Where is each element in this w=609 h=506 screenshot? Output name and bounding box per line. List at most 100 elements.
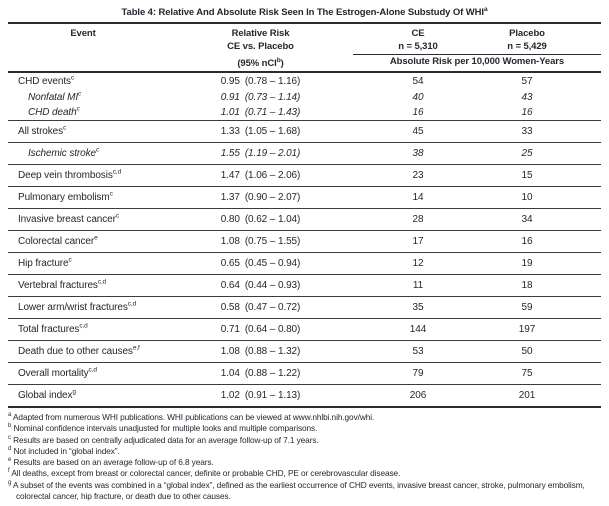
relative-risk-value: 0.64 [220,280,240,291]
event-superscript: c [115,212,120,220]
ci-header-suffix: ) [280,58,284,69]
footnote-marker: e [8,457,12,464]
ce-absolute-risk-value: 53 [412,346,424,357]
relative-risk-cell: 1.55 (1.19 – 2.01) [198,143,353,164]
event-cell: All strokesc [8,121,198,142]
footnote: g A subset of the events was combined in… [8,480,601,503]
relative-risk-value: 1.01 [220,107,240,118]
event-superscript: e,f [132,344,140,352]
ce-absolute-risk-value: 16 [412,107,424,118]
relative-risk-cell: 1.33 (1.05 – 1.68) [198,121,353,142]
ce-absolute-risk-value: 54 [412,76,424,87]
relative-risk-value: 0.58 [220,302,240,313]
confidence-interval-value: (0.78 – 1.16) [244,76,301,87]
ci-header-prefix: (95% nCI [237,58,277,69]
confidence-interval-value: (0.44 – 0.93) [244,280,301,291]
confidence-interval-value: (0.47 – 0.72) [244,302,301,313]
event-superscript: c [78,90,82,98]
event-label: Global index [18,390,73,401]
event-superscript: c,d [97,278,107,286]
column-header-relative-risk: Relative Risk CE vs. Placebo [198,24,353,53]
confidence-interval-value: (0.73 – 1.14) [244,92,301,103]
placebo-absolute-risk-value: 201 [518,390,536,401]
event-label: All strokes [18,126,64,137]
placebo-absolute-risk-value: 43 [521,92,533,103]
placebo-sample-size: n = 5,429 [507,41,547,52]
ce-absolute-risk-value: 11 [412,280,424,291]
table-title: Table 4: Relative And Absolute Risk Seen… [8,5,601,18]
placebo-absolute-risk-value: 33 [521,126,533,137]
confidence-interval-value: (0.62 – 1.04) [244,214,301,225]
event-cell: Deep vein thrombosisc,d [8,165,198,186]
ce-absolute-risk-value: 23 [412,170,424,181]
placebo-absolute-risk-value: 19 [521,258,533,269]
event-cell: CHD eventsc [8,73,198,91]
event-label: CHD death [28,107,77,118]
relative-risk-cell: 0.64 (0.44 – 0.93) [198,275,353,296]
event-cell: Nonfatal MIc [8,90,198,105]
footnote-marker: d [8,446,12,453]
ce-sample-size: n = 5,310 [398,41,438,52]
ci-header-superscript: b [276,56,281,64]
confidence-interval-value: (0.64 – 0.80) [244,324,301,335]
event-label: Total fractures [18,324,80,335]
relative-risk-value: 1.02 [220,390,240,401]
event-cell: CHD deathc [8,105,198,120]
footnote-marker: c [8,434,11,441]
table-row: CHD deathc 1.01 (0.71 – 1.43) 16 16 [8,105,601,120]
confidence-interval-value: (1.06 – 2.06) [244,170,301,181]
relative-risk-value: 1.47 [220,170,240,181]
event-cell: Invasive breast cancerc [8,209,198,230]
event-superscript: e [94,234,98,242]
placebo-label: Placebo [509,28,545,39]
footnote-text: Not included in “global index”. [13,445,120,456]
relative-risk-cell: 1.02 (0.91 – 1.13) [198,385,353,406]
table-row: CHD eventsc 0.95 (0.78 – 1.16) 54 57 [8,73,601,90]
footnote: d Not included in “global index”. [8,446,601,457]
table-header: Event Relative Risk CE vs. Placebo CE n … [8,24,601,73]
table-row: Pulmonary embolismc 1.37 (0.90 – 2.07) 14… [8,186,601,208]
confidence-interval-value: (1.05 – 1.68) [244,126,301,137]
relative-risk-value: 1.08 [220,346,240,357]
footnote-marker: b [8,423,12,430]
relative-risk-line1: Relative Risk [231,28,290,39]
event-superscript: c [68,256,72,264]
footnotes-section: a Adapted from numerous WHI publications… [8,412,601,502]
table-row: Death due to other causese,f 1.08 (0.88 –… [8,340,601,362]
event-label: Death due to other causes [18,346,133,357]
footnote-marker: g [8,480,12,487]
relative-risk-value: 0.65 [220,258,240,269]
placebo-absolute-risk-value: 34 [521,214,533,225]
relative-risk-cell: 1.47 (1.06 – 2.06) [198,165,353,186]
table-title-superscript: a [483,5,488,13]
ce-absolute-risk-value: 144 [409,324,427,335]
footnote-text: Nominal confidence intervals unadjusted … [13,423,318,434]
event-superscript: g [72,388,76,396]
placebo-absolute-risk-value: 75 [521,368,533,379]
event-label: Overall mortality [18,368,89,379]
placebo-absolute-risk-value: 25 [521,148,533,159]
table-row: Colorectal cancere 1.08 (0.75 – 1.55) 17 … [8,230,601,252]
confidence-interval-value: (0.90 – 2.07) [244,192,301,203]
ce-absolute-risk-value: 45 [412,126,424,137]
footnote-marker: a [8,412,12,419]
relative-risk-value: 0.80 [220,214,240,225]
event-cell: Colorectal cancere [8,231,198,252]
confidence-interval-value: (0.88 – 1.22) [244,368,301,379]
event-superscript: c [109,190,113,198]
relative-risk-value: 1.33 [220,126,240,137]
event-label: Hip fracture [18,258,69,269]
relative-risk-cell: 0.95 (0.78 – 1.16) [198,73,353,91]
relative-risk-cell: 1.04 (0.88 – 1.22) [198,363,353,384]
table-row: All strokesc 1.33 (1.05 – 1.68) 45 33 [8,120,601,142]
footnote: c Results are based on centrally adjudic… [8,435,601,446]
table-row: Ischemic strokec 1.55 (1.19 – 2.01) 38 25 [8,142,601,164]
footnote-marker: f [8,468,10,475]
relative-risk-cell: 0.71 (0.64 – 0.80) [198,319,353,340]
confidence-interval-value: (0.75 – 1.55) [244,236,301,247]
event-cell: Total fracturesc,d [8,319,198,340]
event-superscript: c,d [112,168,122,176]
event-superscript: c [63,124,67,132]
event-label: Invasive breast cancer [18,214,116,225]
table-row: Deep vein thrombosisc,d 1.47 (1.06 – 2.06… [8,164,601,186]
